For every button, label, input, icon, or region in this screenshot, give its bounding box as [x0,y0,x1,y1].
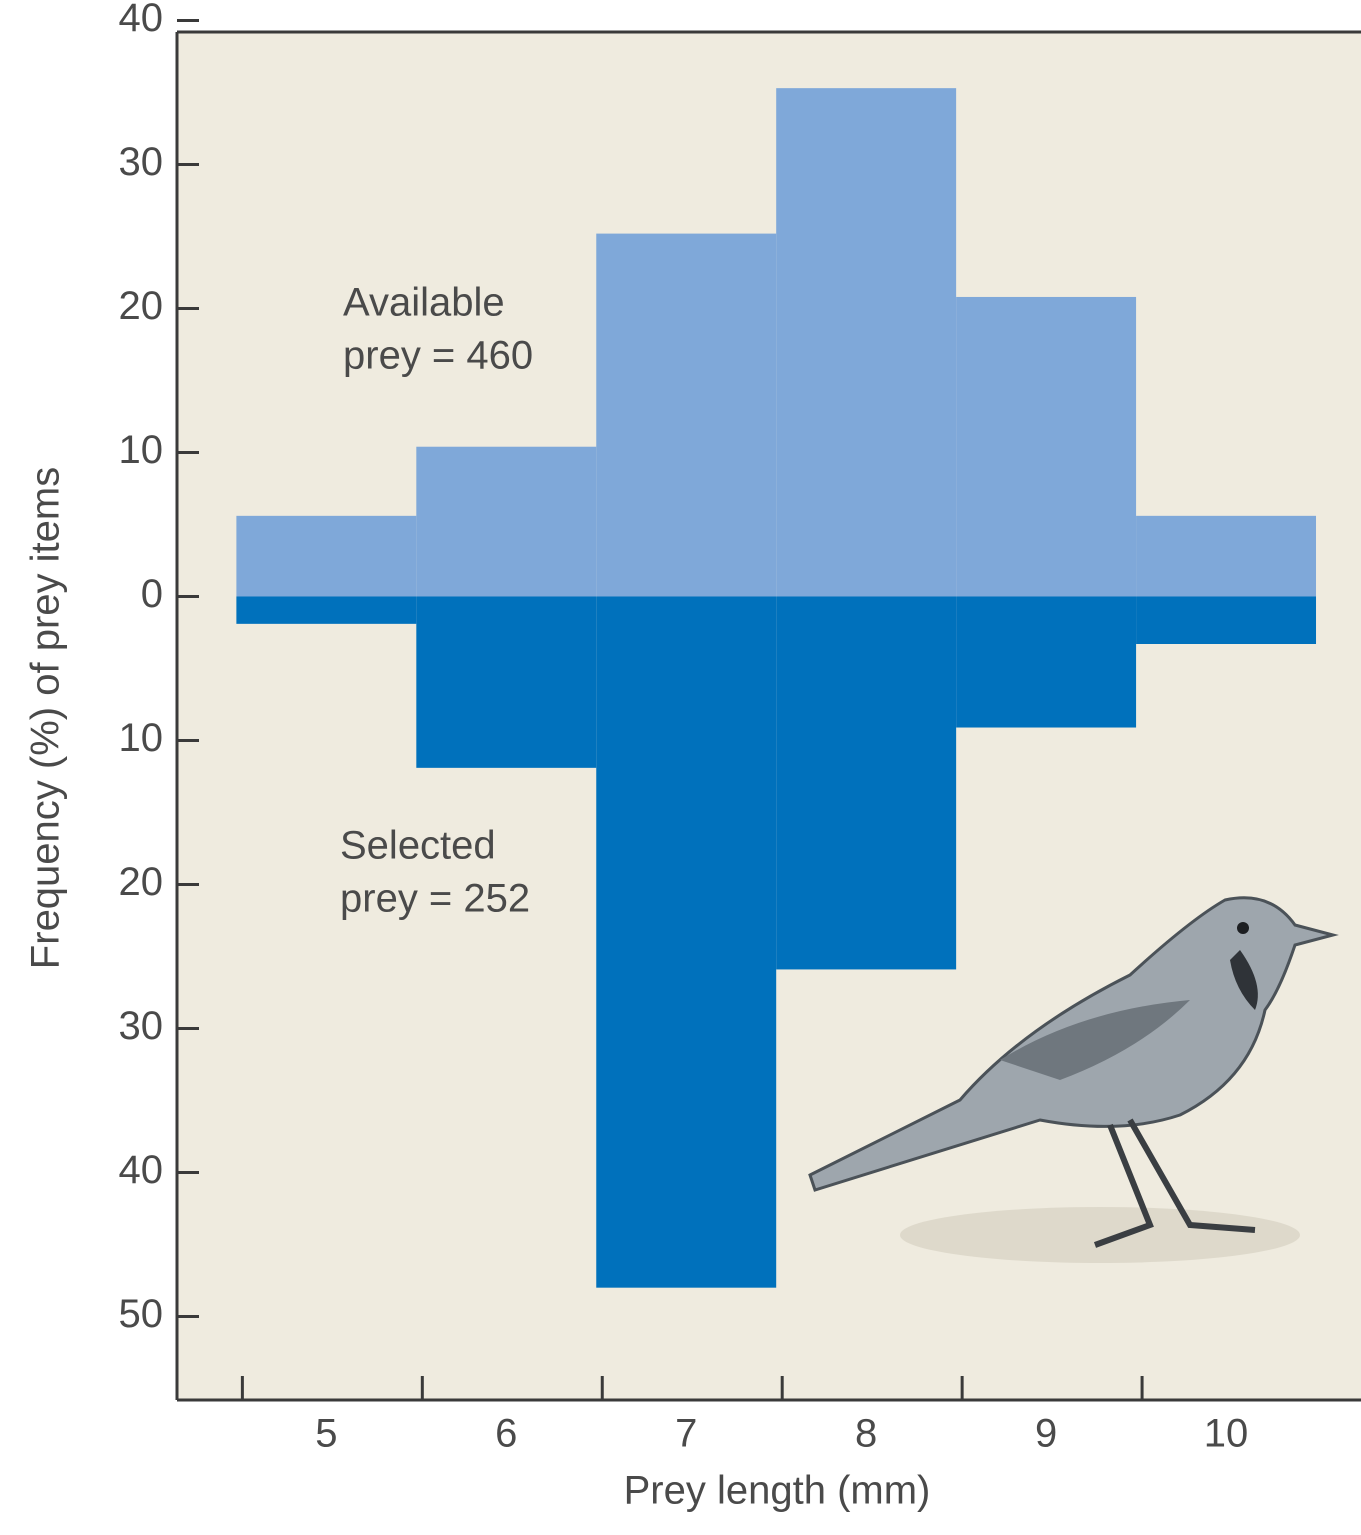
annotation: Selected [340,824,496,868]
y-tick-label: 40 [119,1148,164,1192]
bird-illustration [808,896,1339,1263]
annotation: prey = 252 [340,877,530,921]
y-tick-label: 20 [119,860,164,904]
bar [416,596,597,768]
bar [956,596,1137,728]
bar [1136,596,1317,644]
bar [416,446,597,597]
x-tick-label: 6 [495,1412,517,1456]
plot-area: 50 40 30 20 10 0 10 20 30 40 5 6 7 8 9 10 Prey length (m… [24,0,1361,1513]
bar [956,296,1137,597]
x-tick-label: 5 [315,1412,337,1456]
bar [236,515,417,597]
y-tick-label: 30 [119,140,164,184]
bar [596,233,777,597]
x-tick-label: 10 [1204,1412,1249,1456]
y-tick-label: 40 [119,0,164,40]
y-tick-label: 10 [119,716,164,760]
x-axis-label: Prey length (mm) [624,1469,931,1513]
annotation: Available [343,281,505,325]
bar [1136,515,1317,597]
x-tick-label: 8 [855,1412,877,1456]
bar [596,596,777,1288]
y-axis-label: Frequency (%) of prey items [24,467,68,969]
bar [776,596,957,970]
bar [236,596,417,624]
y-tick-label: 10 [119,428,164,472]
y-tick-label: 50 [119,1292,164,1336]
x-tick-label: 9 [1035,1412,1057,1456]
y-tick-label: 30 [119,1004,164,1048]
y-tick-label: 0 [141,572,163,616]
y-tick-label: 20 [119,284,164,328]
x-tick-label: 7 [675,1412,697,1456]
annotation: prey = 460 [343,334,533,378]
bar [776,88,957,597]
